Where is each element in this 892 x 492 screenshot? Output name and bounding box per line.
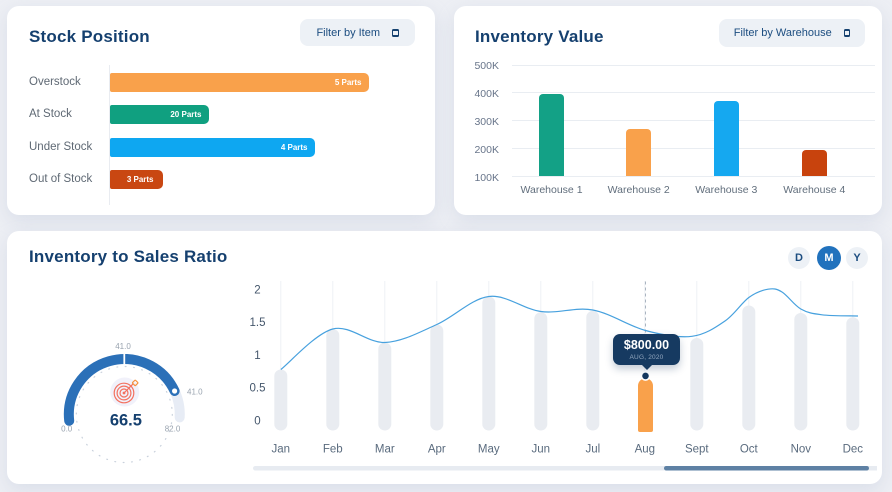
svg-text:Aug: Aug bbox=[635, 443, 655, 455]
svg-text:82.0: 82.0 bbox=[165, 424, 181, 433]
svg-text:2: 2 bbox=[254, 284, 260, 296]
svg-text:Jun: Jun bbox=[532, 443, 551, 455]
svg-text:Apr: Apr bbox=[428, 443, 446, 455]
svg-text:Dec: Dec bbox=[843, 443, 864, 455]
svg-text:May: May bbox=[478, 443, 500, 455]
svg-text:1: 1 bbox=[254, 349, 260, 361]
svg-text:41.0: 41.0 bbox=[187, 387, 203, 396]
svg-text:0.0: 0.0 bbox=[61, 424, 73, 433]
svg-text:0.5: 0.5 bbox=[250, 382, 266, 394]
svg-text:Feb: Feb bbox=[323, 443, 343, 455]
svg-text:Sept: Sept bbox=[685, 443, 709, 455]
svg-text:Jul: Jul bbox=[585, 443, 600, 455]
svg-text:Mar: Mar bbox=[375, 443, 395, 455]
svg-text:41.0: 41.0 bbox=[115, 342, 131, 351]
svg-text:Nov: Nov bbox=[791, 443, 812, 455]
svg-text:Jan: Jan bbox=[272, 443, 291, 455]
svg-text:1.5: 1.5 bbox=[250, 317, 266, 329]
svg-text:Oct: Oct bbox=[740, 443, 759, 455]
svg-text:66.5: 66.5 bbox=[110, 411, 142, 429]
svg-text:0: 0 bbox=[254, 415, 260, 427]
